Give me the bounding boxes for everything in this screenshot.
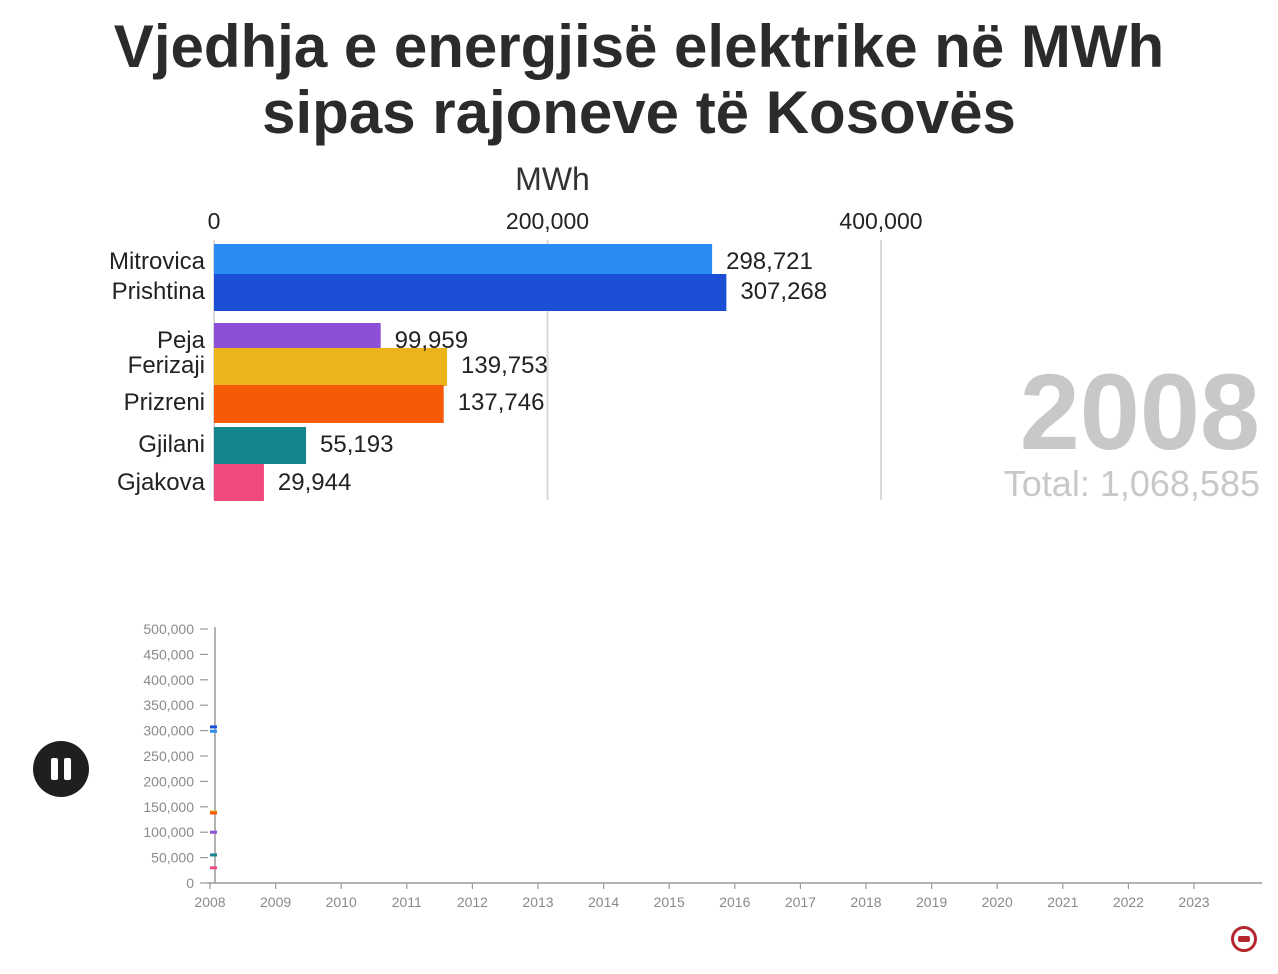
y-tick-label: 250,000	[143, 748, 194, 764]
current-year-label: 2008	[1019, 351, 1260, 472]
x-tick-label: 2009	[260, 894, 291, 910]
y-tick-label: 200,000	[143, 773, 194, 789]
y-tick-label: 0	[186, 875, 194, 891]
bar-category-label-prizreni: Prizreni	[124, 389, 205, 416]
chart-title-line2: sipas rajoneve të Kosovës	[262, 79, 1016, 146]
total-value: 1,068,585	[1099, 463, 1260, 504]
bar-value-label-ferizaji: 139,753	[461, 352, 548, 379]
y-tick-label: 100,000	[143, 824, 194, 840]
bar-prishtina	[214, 274, 727, 311]
x-tick-label: 2010	[326, 894, 357, 910]
bar-gjilani	[214, 427, 307, 464]
chart-title-line1: Vjedhja e energjisë elektrike në MWh	[113, 13, 1165, 80]
x-tick-label: 2014	[588, 894, 619, 910]
x-tick-label: 2023	[1178, 894, 1209, 910]
x-tick-label: 2008	[194, 894, 225, 910]
x-tick-label: 2018	[850, 894, 881, 910]
brand-logo-icon	[1231, 926, 1257, 952]
x-tick-label: 2013	[522, 894, 553, 910]
y-tick-label: 150,000	[143, 799, 194, 815]
total-label: Total: 1,068,585	[1004, 464, 1260, 504]
bar-category-label-mitrovica: Mitrovica	[109, 248, 206, 275]
bar-category-label-gjilani: Gjilani	[138, 431, 205, 458]
y-tick-label: 50,000	[151, 850, 194, 866]
y-tick-label: 500,000	[143, 621, 194, 637]
chart-title: Vjedhja e energjisë elektrike në MWh sip…	[0, 14, 1278, 146]
bar-category-label-gjakova: Gjakova	[117, 469, 206, 496]
x-tick-label: 2012	[457, 894, 488, 910]
x-tick-label: 2022	[1113, 894, 1144, 910]
x-tick-label: 2020	[982, 894, 1013, 910]
x-tick-label: 0	[208, 208, 221, 234]
y-tick-label: 450,000	[143, 646, 194, 662]
x-tick-label: 2021	[1047, 894, 1078, 910]
x-tick-label: 400,000	[839, 208, 922, 234]
total-prefix: Total:	[1003, 463, 1090, 504]
x-tick-label: 200,000	[506, 208, 589, 234]
x-tick-label: 2016	[719, 894, 750, 910]
bar-prizreni	[214, 385, 444, 423]
bar-value-label-prishtina: 307,268	[740, 278, 827, 305]
bar-value-label-mitrovica: 298,721	[726, 248, 813, 275]
y-tick-label: 400,000	[143, 672, 194, 688]
x-tick-label: 2019	[916, 894, 947, 910]
bar-value-label-peja: 99,959	[395, 327, 468, 354]
bar-ferizaji	[214, 348, 448, 386]
bar-value-label-gjakova: 29,944	[278, 469, 351, 496]
y-tick-label: 300,000	[143, 723, 194, 739]
x-tick-label: 2017	[785, 894, 816, 910]
x-tick-label: 2015	[654, 894, 685, 910]
bar-category-label-peja: Peja	[157, 327, 206, 354]
bar-value-label-prizreni: 137,746	[458, 389, 545, 416]
pause-button[interactable]	[33, 741, 89, 797]
bar-category-label-ferizaji: Ferizaji	[128, 352, 205, 379]
x-tick-label: 2011	[392, 894, 422, 910]
bar-category-label-prishtina: Prishtina	[112, 278, 206, 305]
y-tick-label: 350,000	[143, 697, 194, 713]
bar-value-label-gjilani: 55,193	[320, 431, 393, 458]
bar-gjakova	[214, 464, 264, 501]
x-axis-label: MWh	[515, 161, 590, 197]
